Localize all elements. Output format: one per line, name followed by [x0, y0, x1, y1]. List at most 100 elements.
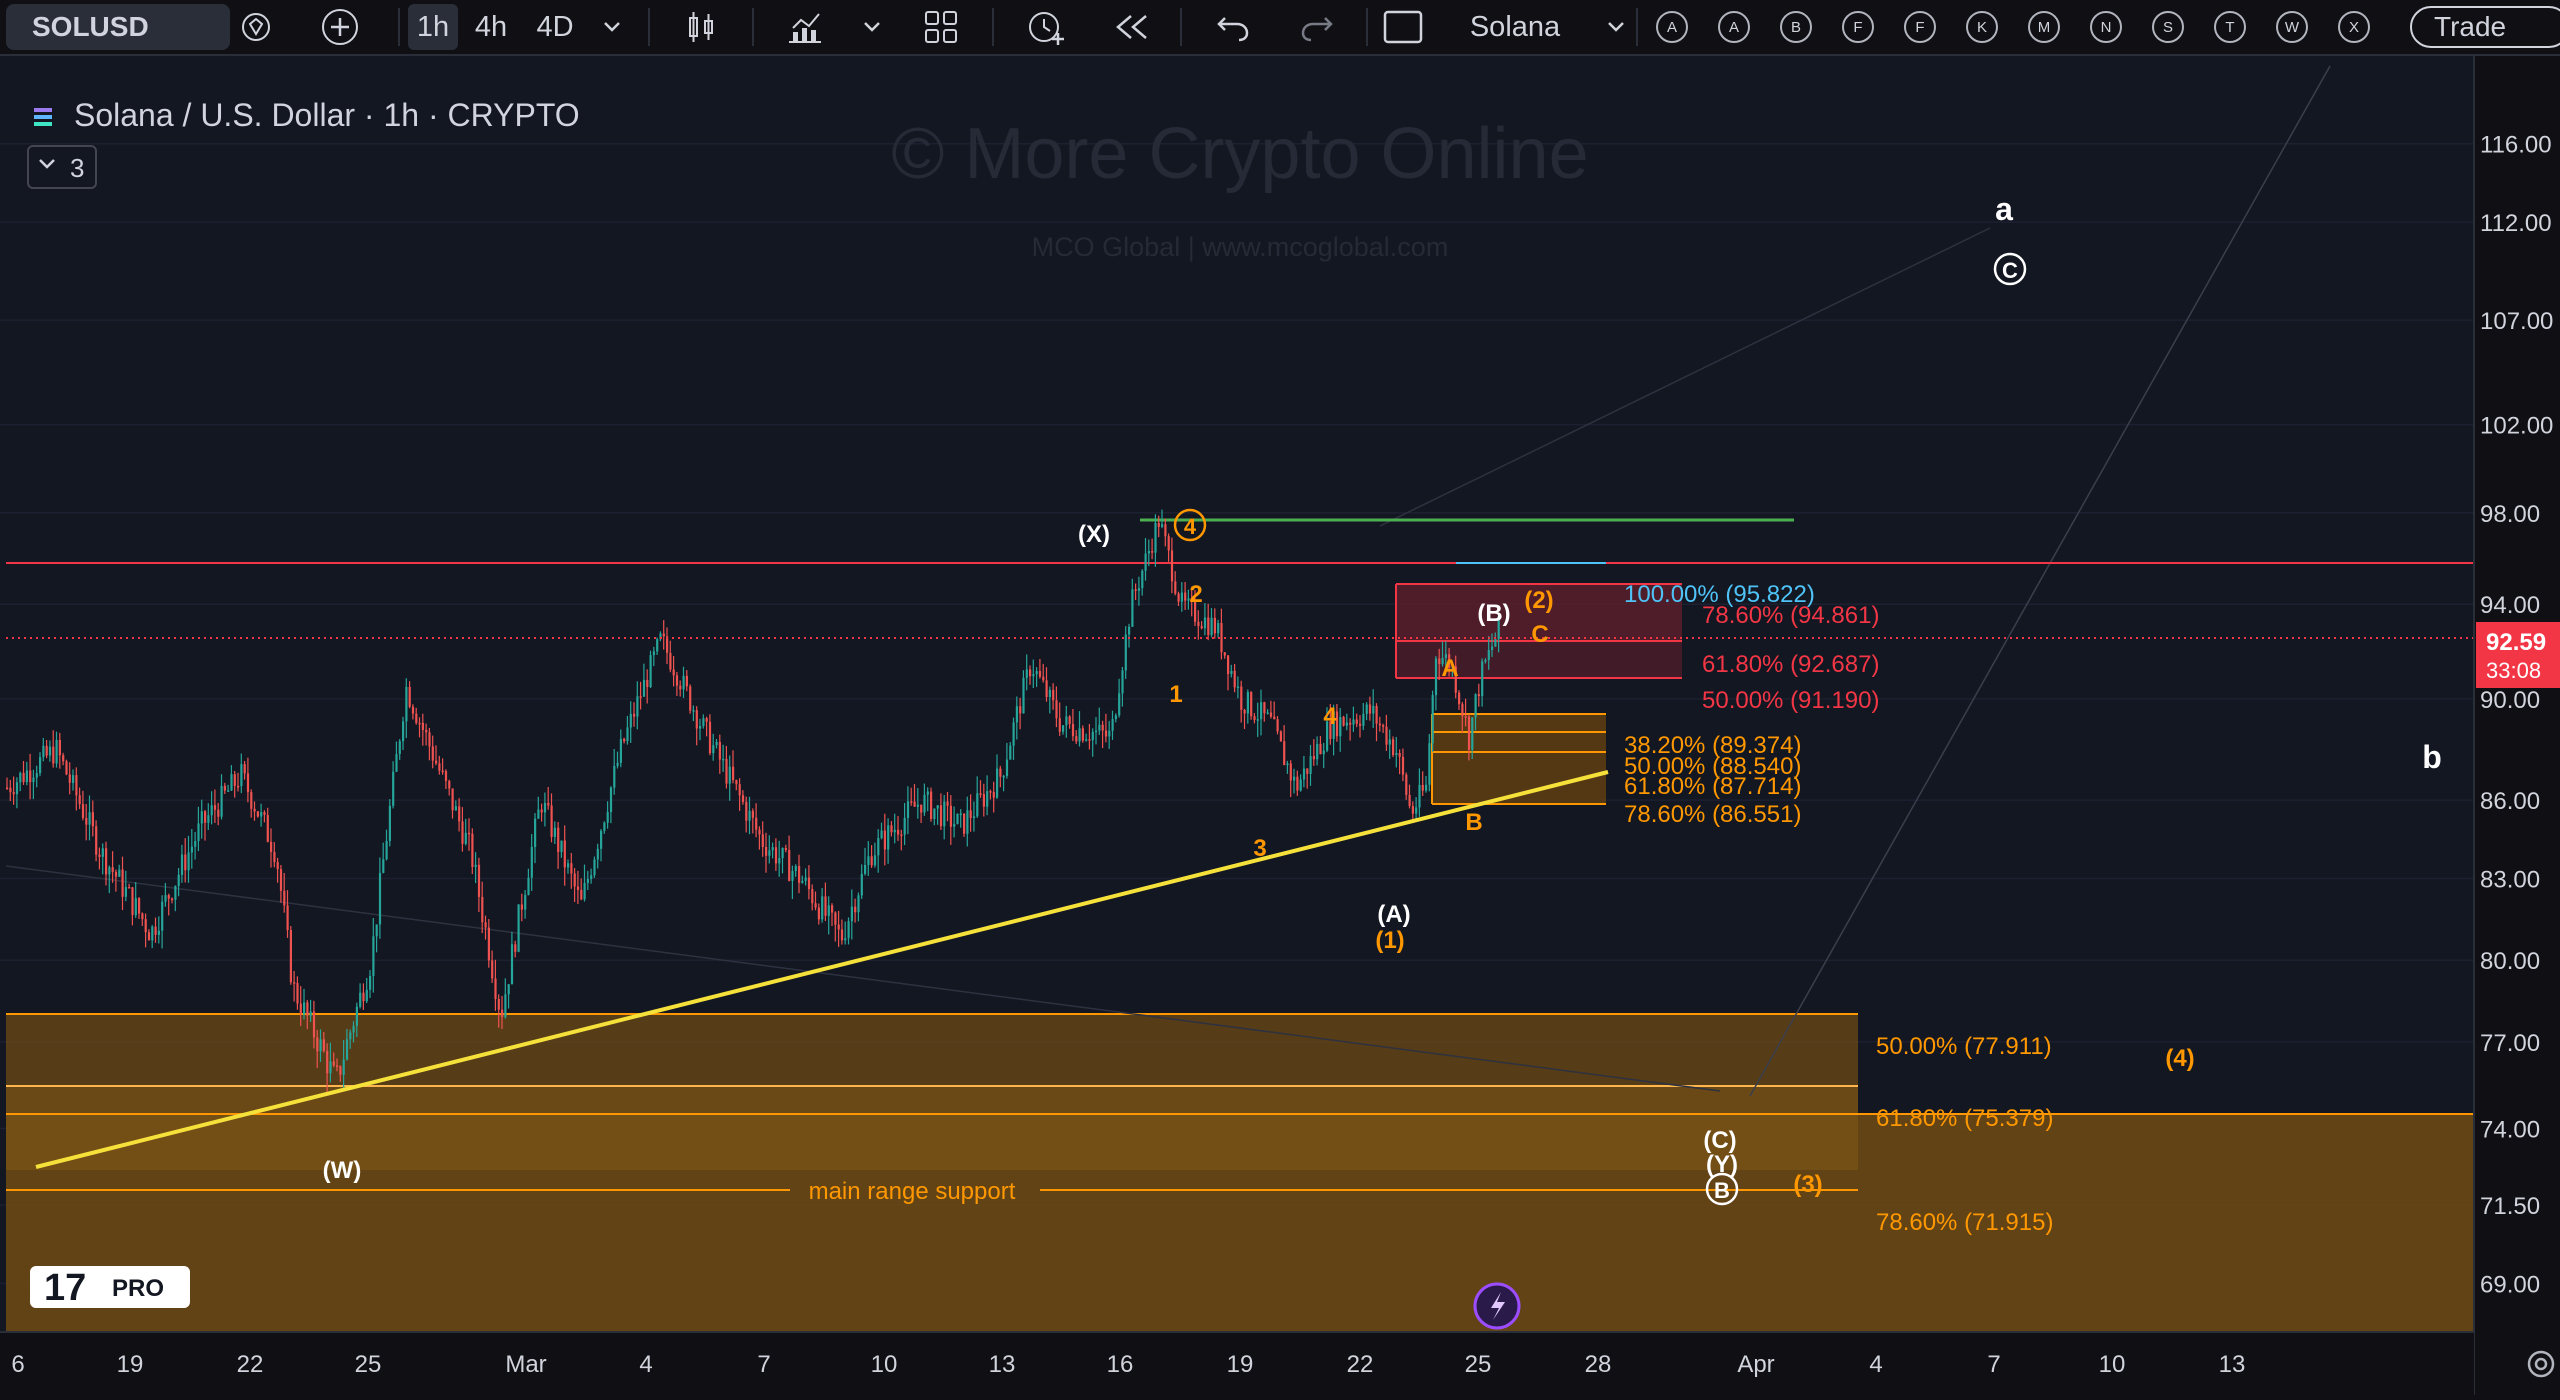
price-tick-label: 77.00: [2480, 1030, 2540, 1057]
time-tick-label: 16: [1107, 1351, 1134, 1378]
wave-label: (1): [1375, 927, 1404, 954]
time-tick-label: 13: [2219, 1351, 2246, 1378]
indicator-count: 3: [70, 153, 84, 183]
symbol-search[interactable]: SOLUSD: [6, 4, 230, 50]
watermark-title: © More Crypto Online: [891, 114, 1588, 194]
tradingview-logo: 17 PRO: [30, 1266, 190, 1309]
countdown-text: 33:08: [2486, 658, 2541, 683]
wave-label: 4: [1323, 703, 1337, 730]
channel-line-upper: [1749, 65, 2331, 1097]
wave-label: a: [1995, 191, 2013, 227]
fib-level-label: 50.00% (88.540): [1624, 753, 1801, 780]
interval-4h-button[interactable]: 4h: [474, 10, 508, 43]
wave-label: (3): [1793, 1171, 1822, 1198]
fib-level-label: 50.00% (77.911): [1876, 1033, 2052, 1060]
price-tick-label: 90.00: [2480, 687, 2540, 714]
support-label: main range support: [809, 1178, 1016, 1205]
drawing-shortcut-a-button[interactable]: A: [1718, 11, 1750, 43]
trade-button[interactable]: Trade: [2410, 6, 2560, 48]
magic-sparkle-icon[interactable]: [1473, 1282, 1521, 1330]
price-tick-label: 74.00: [2480, 1116, 2540, 1143]
fib-labels: 100.00% (95.822)78.60% (94.861) 61.80% (9…: [1624, 581, 2053, 1236]
indicators-dropdown-icon[interactable]: [854, 0, 890, 54]
indicator-toggle[interactable]: [27, 145, 97, 189]
interval-1h-button[interactable]: 1h: [408, 4, 458, 50]
drawing-shortcut-a-button[interactable]: A: [1656, 11, 1688, 43]
fib-level-label: 78.60% (86.551): [1624, 801, 1801, 828]
alert-icon[interactable]: [1020, 0, 1072, 54]
wave-label: 1: [1169, 681, 1182, 708]
channel-line-mid: [1379, 227, 1991, 527]
time-tick-label: 4: [1869, 1351, 1882, 1378]
candlestick-series: [6, 509, 1500, 1092]
drawing-shortcut-b-button[interactable]: B: [1780, 11, 1812, 43]
fib-zone-orange: [1432, 714, 1606, 804]
templates-icon[interactable]: [916, 0, 966, 54]
time-tick-label: 13: [989, 1351, 1016, 1378]
fib-level-label: 61.80% (92.687): [1702, 651, 1879, 678]
add-symbol-icon[interactable]: [318, 0, 362, 54]
redo-icon[interactable]: [1292, 0, 1342, 54]
drawing-shortcut-x-button[interactable]: X: [2338, 11, 2370, 43]
wave-label: 3: [1253, 835, 1266, 862]
time-tick-label: 25: [355, 1351, 382, 1378]
time-axis-labels: 6 19 22 25 Mar 4 7 10 13 16 19 22 25 28 Apr 4 7 10 13: [11, 1351, 2245, 1378]
wave-label: (4): [2165, 1045, 2194, 1072]
drawing-shortcut-s-button[interactable]: S: [2152, 11, 2184, 43]
wave-label: C: [2002, 258, 2018, 283]
fib-level-label: 100.00% (95.822): [1624, 581, 1815, 608]
price-tick-label: 80.00: [2480, 948, 2540, 975]
gear-icon[interactable]: [2527, 1350, 2555, 1378]
wave-label: (B): [1477, 600, 1510, 627]
time-tick-label: 22: [237, 1351, 264, 1378]
snapshot-icon[interactable]: [1378, 0, 1428, 54]
time-tick-label: 28: [1585, 1351, 1612, 1378]
time-tick-label: 4: [639, 1351, 652, 1378]
channel-line-lower: [5, 865, 1721, 1092]
drawing-shortcut-k-button[interactable]: K: [1966, 11, 1998, 43]
drawing-shortcut-f-button[interactable]: F: [1842, 11, 1874, 43]
time-tick-label: 22: [1347, 1351, 1374, 1378]
fib-level-label: 50.00% (91.190): [1702, 687, 1879, 714]
fib-level-label: 78.60% (71.915): [1876, 1209, 2053, 1236]
wave-label: A: [1441, 655, 1458, 682]
fib-level-label: 78.60% (94.861): [1702, 602, 1879, 629]
fib-zone-74-72: [6, 1114, 1858, 1170]
price-tick-label: 112.00: [2480, 210, 2552, 237]
chevron-down-icon: [39, 159, 55, 169]
chart-area[interactable]: © More Crypto Online MCO Global | www.mc…: [0, 56, 2560, 1395]
drawing-shortcut-f-button[interactable]: F: [1904, 11, 1936, 43]
time-tick-label: 7: [1987, 1351, 2000, 1378]
layout-dropdown-icon[interactable]: [1598, 0, 1634, 54]
indicators-icon[interactable]: [780, 0, 830, 54]
time-tick-label: 10: [2099, 1351, 2126, 1378]
drawing-shortcut-m-button[interactable]: M: [2028, 11, 2060, 43]
alert-diamond-icon[interactable]: [236, 0, 276, 54]
replay-icon[interactable]: [1108, 0, 1156, 54]
undo-icon[interactable]: [1208, 0, 1258, 54]
price-axis[interactable]: [2474, 56, 2560, 1395]
drawing-shortcut-w-button[interactable]: W: [2276, 11, 2308, 43]
layout-name[interactable]: Solana: [1469, 10, 1561, 43]
chart-canvas[interactable]: © More Crypto Online MCO Global | www.mc…: [0, 56, 2560, 1395]
time-axis[interactable]: [0, 1332, 2474, 1395]
drawing-shortcut-n-button[interactable]: N: [2090, 11, 2122, 43]
time-tick-label: Apr: [1737, 1351, 1774, 1378]
legend-title: Solana / U.S. Dollar · 1h · CRYPTO: [74, 97, 580, 133]
price-tick-label: 98.00: [2480, 501, 2540, 528]
interval-4d-button[interactable]: 4D: [536, 10, 574, 43]
time-tick-label: 6: [11, 1351, 24, 1378]
price-tick-label: 94.00: [2480, 592, 2540, 619]
price-tick-label: 86.00: [2480, 788, 2540, 815]
interval-dropdown-icon[interactable]: [592, 0, 632, 54]
price-tick-label: 83.00: [2480, 867, 2540, 894]
price-tick-label: 107.00: [2480, 308, 2553, 335]
wave-label: B: [1714, 1178, 1730, 1203]
candles-icon[interactable]: [676, 0, 726, 54]
price-tick-label: 71.50: [2480, 1193, 2540, 1220]
price-tick-label: 102.00: [2480, 413, 2553, 440]
wave-label: (A): [1377, 901, 1410, 928]
drawing-shortcut-t-button[interactable]: T: [2214, 11, 2246, 43]
time-tick-label: 25: [1465, 1351, 1492, 1378]
